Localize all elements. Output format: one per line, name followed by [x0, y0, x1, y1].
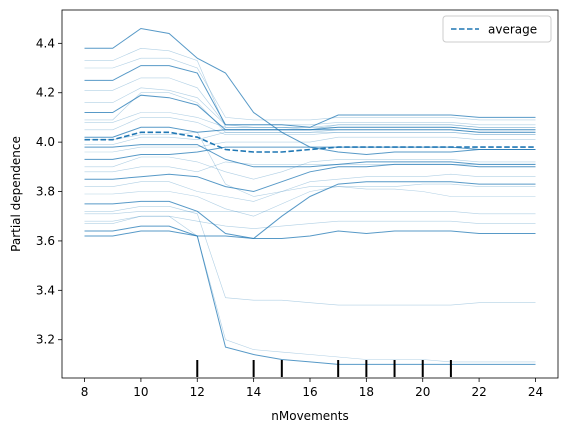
x-tick-label: 8: [81, 385, 89, 399]
ice-line: [84, 132, 536, 145]
legend-box: [442, 15, 552, 43]
plot-area: [62, 10, 558, 378]
y-tick-label: 3.6: [36, 234, 55, 248]
x-tick-label: 12: [190, 385, 205, 399]
ice-line: [84, 65, 536, 128]
x-tick-label: 24: [528, 385, 543, 399]
x-tick-label: 22: [471, 385, 486, 399]
ice-line: [84, 57, 536, 121]
ice-line: [84, 186, 536, 217]
y-axis-label: Partial dependence: [9, 136, 23, 252]
ice-line: [84, 156, 536, 180]
ice-line: [84, 161, 536, 173]
ice-line: [84, 131, 536, 197]
ice-line: [84, 136, 536, 153]
plot-frame: [61, 9, 559, 379]
ice-line: [84, 181, 536, 240]
y-tick-label: 3.8: [36, 185, 55, 199]
ice-line: [84, 126, 536, 138]
ice-line: [84, 117, 536, 135]
legend: average: [442, 15, 552, 43]
average-line: [84, 131, 536, 153]
ice-line: [84, 206, 536, 306]
y-tick-label: 4.0: [36, 135, 55, 149]
ice-line: [84, 225, 536, 365]
ice-line: [84, 92, 536, 133]
ice-line: [84, 112, 536, 131]
x-tick-label: 20: [415, 385, 430, 399]
ice-line: [84, 230, 536, 239]
ice-line: [84, 163, 536, 193]
individual-lines: [84, 27, 536, 365]
ice-line: [84, 144, 536, 168]
ice-line: [84, 77, 536, 126]
average-line-group: [84, 131, 536, 153]
x-tick-label: 14: [246, 385, 261, 399]
rug-marks: [196, 360, 452, 377]
ice-line: [84, 211, 536, 215]
legend-label-average: average: [488, 23, 537, 37]
x-tick-label: 18: [359, 385, 374, 399]
y-tick-label: 4.4: [36, 36, 55, 50]
y-axis-ticks: 3.2 3.4 3.6 3.8 4.0 4.2 4.4: [36, 36, 62, 347]
x-tick-label: 10: [133, 385, 148, 399]
ice-line: [84, 215, 536, 229]
x-axis-ticks: 8 10 12 14 16 18 20 22 24: [81, 378, 543, 399]
ice-line: [84, 87, 536, 128]
ice-line: [84, 215, 536, 363]
y-tick-label: 3.4: [36, 283, 55, 297]
x-axis-label: nMovements: [271, 409, 348, 423]
x-tick-label: 16: [302, 385, 317, 399]
y-tick-label: 3.2: [36, 333, 55, 347]
ice-line: [84, 181, 536, 202]
y-tick-label: 4.2: [36, 86, 55, 100]
